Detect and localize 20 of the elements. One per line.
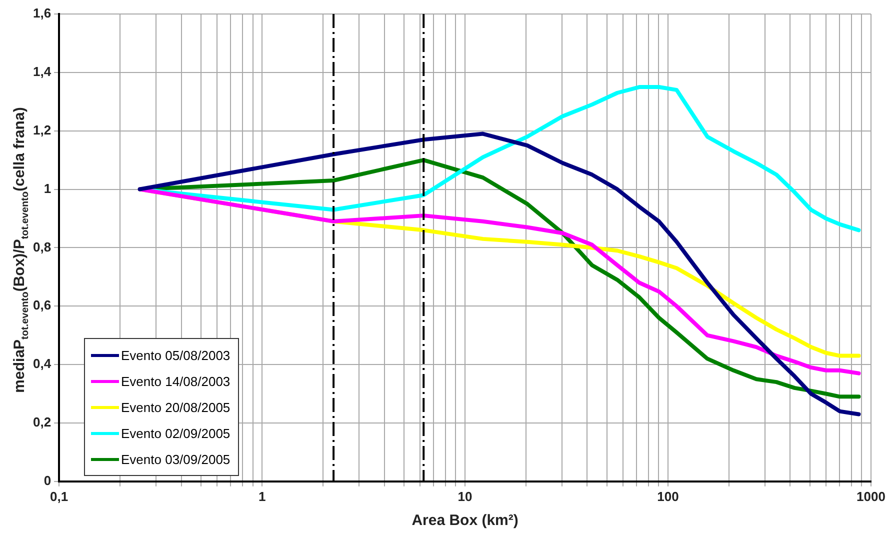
legend-label: Evento 05/08/2003 [121, 348, 230, 362]
legend-label: Evento 03/09/2005 [121, 452, 230, 466]
y-tick-label: 0,4 [32, 356, 52, 372]
legend-label: Evento 02/09/2005 [121, 426, 230, 440]
y-tick-label: 0,8 [32, 239, 52, 254]
y-tick-label: 0 [44, 472, 52, 488]
y-tick-label: 0,2 [32, 414, 52, 430]
x-tick-label: 1000 [856, 488, 886, 504]
legend-label: Evento 14/08/2003 [121, 374, 230, 388]
x-tick-label: 1 [258, 488, 266, 504]
y-tick-label: 1,6 [32, 6, 52, 21]
legend-label: Evento 20/08/2005 [121, 400, 230, 414]
y-tick-label: 1,2 [32, 122, 52, 138]
x-axis-title: Area Box (km²) [412, 512, 518, 530]
x-tick-label: 100 [657, 488, 679, 504]
y-tick-label: 1 [44, 180, 52, 196]
x-tick-label: 10 [458, 488, 472, 504]
y-tick-label: 0,6 [32, 298, 52, 313]
y-tick-label: 1,4 [32, 64, 52, 80]
x-tick-label: 0,1 [50, 488, 68, 504]
